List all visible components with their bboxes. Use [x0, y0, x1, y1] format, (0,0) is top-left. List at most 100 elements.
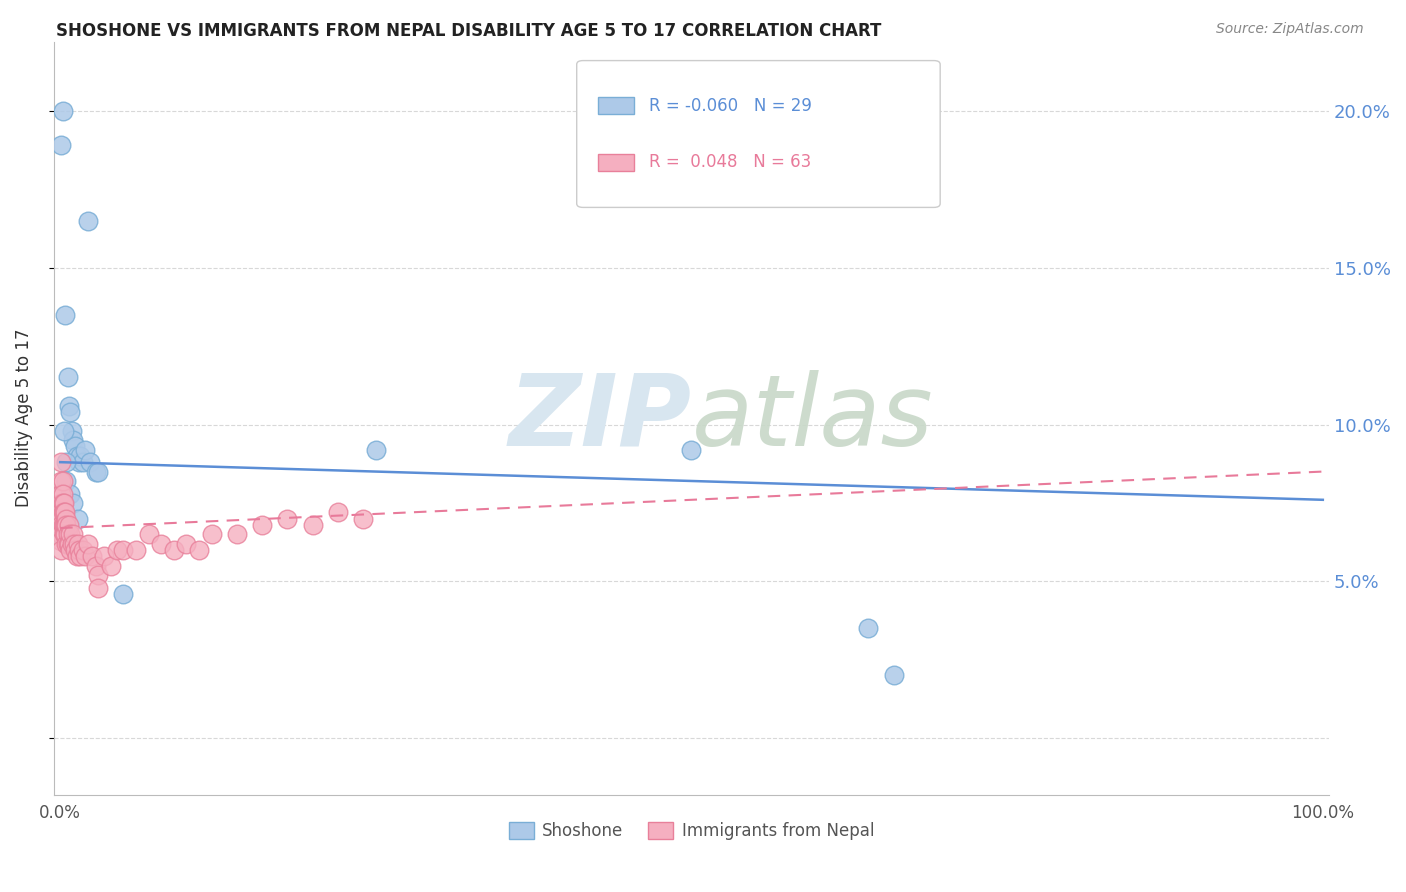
Point — [59, 543, 82, 558]
Point — [55, 455, 77, 469]
FancyBboxPatch shape — [576, 61, 941, 208]
Point — [51, 517, 73, 532]
Point — [59, 405, 82, 419]
Point — [163, 543, 186, 558]
Point — [65, 449, 87, 463]
Point — [67, 455, 90, 469]
Point — [55, 517, 77, 532]
Point — [55, 474, 77, 488]
Point — [87, 465, 110, 479]
Point — [58, 399, 80, 413]
Text: R =  0.048   N = 63: R = 0.048 N = 63 — [650, 153, 811, 171]
Point — [150, 537, 173, 551]
Point — [100, 558, 122, 573]
Point — [52, 505, 75, 519]
Point — [188, 543, 211, 558]
Point — [105, 543, 128, 558]
Point — [301, 517, 323, 532]
Point — [51, 511, 73, 525]
Point — [56, 370, 79, 384]
Point — [53, 527, 76, 541]
Point — [66, 511, 89, 525]
Point — [52, 517, 75, 532]
Point — [364, 442, 387, 457]
Text: atlas: atlas — [692, 369, 934, 467]
Point — [51, 496, 73, 510]
Point — [52, 474, 75, 488]
Point — [58, 517, 80, 532]
Point — [75, 549, 97, 564]
Point — [59, 527, 82, 541]
Point — [56, 537, 79, 551]
Point — [53, 308, 76, 322]
Point — [62, 496, 84, 510]
Point — [69, 549, 91, 564]
Point — [51, 474, 73, 488]
Point — [67, 543, 90, 558]
Point — [93, 549, 115, 564]
Point — [125, 543, 148, 558]
Point — [55, 511, 77, 525]
Point — [59, 486, 82, 500]
Point — [276, 511, 298, 525]
Point — [75, 442, 97, 457]
Point — [87, 568, 110, 582]
Legend: Shoshone, Immigrants from Nepal: Shoshone, Immigrants from Nepal — [502, 815, 882, 847]
FancyBboxPatch shape — [599, 97, 634, 114]
Y-axis label: Disability Age 5 to 17: Disability Age 5 to 17 — [15, 329, 32, 508]
Point — [51, 533, 73, 548]
Point — [51, 543, 73, 558]
Point — [883, 668, 905, 682]
Point — [65, 543, 87, 558]
Text: ZIP: ZIP — [509, 369, 692, 467]
Point — [52, 424, 75, 438]
Point — [65, 440, 87, 454]
Point — [62, 527, 84, 541]
Point — [51, 138, 73, 153]
Point — [51, 505, 73, 519]
Point — [52, 103, 75, 118]
Point — [84, 465, 107, 479]
Point — [58, 537, 80, 551]
Point — [53, 517, 76, 532]
Point — [858, 622, 880, 636]
Point — [52, 496, 75, 510]
Point — [352, 511, 374, 525]
Point — [112, 587, 135, 601]
Point — [63, 537, 86, 551]
Point — [52, 505, 75, 519]
Point — [51, 486, 73, 500]
Point — [77, 213, 100, 227]
Point — [84, 558, 107, 573]
Point — [226, 527, 249, 541]
Point — [52, 517, 75, 532]
Point — [176, 537, 198, 551]
Point — [51, 455, 73, 469]
Point — [52, 486, 75, 500]
Point — [72, 455, 94, 469]
Point — [201, 527, 224, 541]
Point — [77, 537, 100, 551]
Point — [87, 581, 110, 595]
Point — [66, 537, 89, 551]
Point — [80, 549, 103, 564]
Text: R = -0.060   N = 29: R = -0.060 N = 29 — [650, 96, 813, 115]
Point — [52, 496, 75, 510]
Text: SHOSHONE VS IMMIGRANTS FROM NEPAL DISABILITY AGE 5 TO 17 CORRELATION CHART: SHOSHONE VS IMMIGRANTS FROM NEPAL DISABI… — [56, 22, 882, 40]
Point — [62, 433, 84, 447]
Point — [250, 517, 273, 532]
Point — [65, 549, 87, 564]
Point — [681, 442, 703, 457]
Point — [55, 537, 77, 551]
Point — [56, 527, 79, 541]
FancyBboxPatch shape — [599, 154, 634, 170]
Point — [326, 505, 349, 519]
Text: Source: ZipAtlas.com: Source: ZipAtlas.com — [1216, 22, 1364, 37]
Point — [51, 527, 73, 541]
Point — [79, 455, 101, 469]
Point — [69, 449, 91, 463]
Point — [60, 424, 83, 438]
Point — [72, 543, 94, 558]
Point — [60, 537, 83, 551]
Point — [112, 543, 135, 558]
